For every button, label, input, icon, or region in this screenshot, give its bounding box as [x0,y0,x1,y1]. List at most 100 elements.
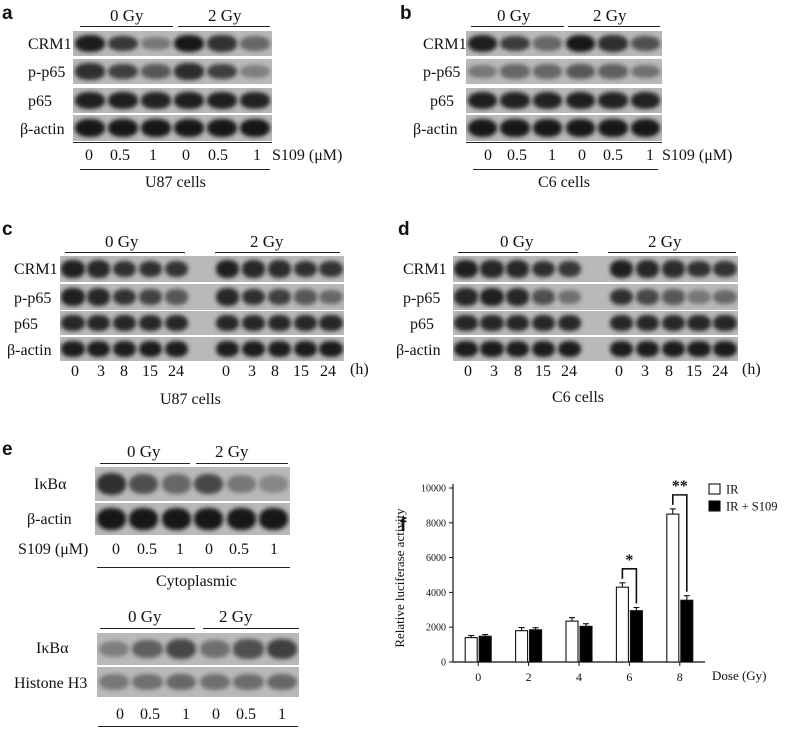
dose-bracket [215,252,340,254]
band [207,63,238,80]
dose-bracket [458,252,578,254]
blot-crm1 [466,31,662,56]
dose-bracket [65,252,185,254]
band [107,35,138,52]
dose-bracket [178,26,270,28]
lane-label: 0 [85,147,93,164]
row-label-p65: p65 [14,316,38,333]
x-tick-label: 6 [626,670,632,684]
band [598,64,628,79]
blot-ikba [97,633,299,665]
band [216,340,240,358]
band [532,315,556,331]
lane-label: 24 [561,363,577,380]
row-label-p-p65: p-p65 [403,290,441,307]
blot-p-p65 [466,59,662,84]
band [161,508,191,530]
lane-label: 0 [205,541,213,558]
lane-label: 15 [535,363,551,380]
lane-label: 0 [578,147,586,164]
band [140,36,171,51]
band [259,508,289,530]
bar [680,599,694,663]
row-label-p65: p65 [410,316,434,333]
lane-label: 0 [484,147,492,164]
band [480,260,504,278]
y-axis-label: Relative luciferase activity [392,508,407,648]
lane-label: 0.5 [208,147,228,164]
band [557,260,582,278]
y-tick-label: 10000 [421,484,446,495]
x-axis-label: Dose (Gy) [712,668,767,683]
lane-label: 15 [686,363,702,380]
row-label-histone-h3: Histone H3 [14,675,88,692]
band [267,673,298,691]
band [687,260,711,278]
panel-label-a: a [2,3,13,24]
band [630,119,661,137]
blot-p-p65 [60,284,344,310]
band [532,36,563,51]
band [98,640,129,658]
band [467,92,498,109]
band [138,340,162,358]
lane-label: 3 [490,363,498,380]
band [174,119,204,137]
band [240,36,271,51]
band [630,64,661,79]
band [216,288,240,306]
lane-label: 15 [142,363,158,380]
band [454,260,478,278]
band [635,315,659,331]
band [506,315,530,331]
lane-label: 8 [514,363,522,380]
band [630,36,661,51]
lane-units: (h) [350,361,369,378]
y-tick-label: 2000 [426,623,446,634]
lane-separator [73,142,272,144]
lane-label: 1 [270,541,278,558]
band [174,92,204,109]
band [557,340,582,358]
blot-p65 [466,88,662,113]
band [532,119,563,137]
dose-label-2gy: 2 Gy [219,607,253,626]
blot-beta-actin [73,115,272,141]
bar [615,586,629,663]
band [319,289,343,305]
bar [529,629,543,663]
band [207,92,238,109]
band [242,340,266,358]
legend-swatch [708,483,721,495]
band [293,260,317,278]
bar [666,513,680,663]
legend-label: IR + S109 [726,500,778,514]
lane-label: 1 [253,147,261,164]
band [267,288,292,306]
band [174,63,204,80]
band [565,92,596,109]
significance-bracket [621,568,638,604]
band [319,315,343,331]
y-tick-label: 4000 [426,588,446,599]
caption-bracket [473,169,658,171]
band [140,92,171,109]
band [233,639,264,659]
legend-swatch [708,500,721,512]
row-label-crm1: CRM1 [403,261,447,278]
row-label-beta-actin: β-actin [396,342,441,359]
dose-bracket [80,26,173,28]
band [74,63,105,80]
band [166,673,197,691]
lane-label: 0 [615,363,623,380]
band [242,288,266,306]
band [112,260,137,278]
band [112,340,137,358]
bar [515,630,529,663]
panel-label-c: c [2,219,13,240]
band [454,340,478,358]
band [635,340,659,358]
band [500,92,530,109]
dose-bracket [568,26,660,28]
